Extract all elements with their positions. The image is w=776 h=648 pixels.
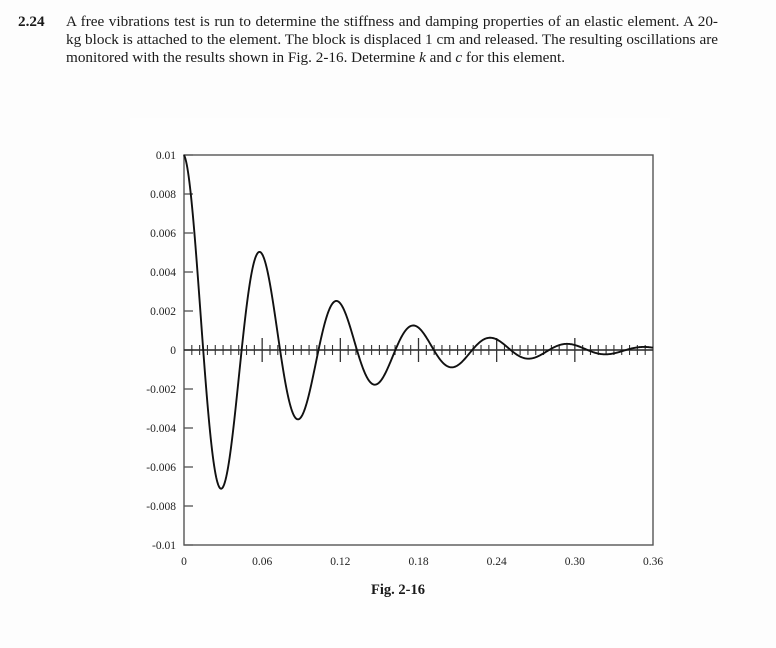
- problem-statement: 2.24 A free vibrations test is run to de…: [18, 13, 718, 67]
- figure-area: [130, 118, 670, 648]
- zero-time-axis: [184, 338, 653, 362]
- y-tick-label: -0.01: [152, 540, 176, 552]
- y-axis-ticks: 0.01 0.008 0.006 0.004 0.002 0 -0.002 -0.004 -0.…: [146, 150, 193, 552]
- x-tick-label: 0.18: [408, 556, 428, 568]
- x-tick-label: 0.30: [565, 556, 585, 568]
- x-tick-label: 0: [181, 556, 187, 568]
- x-tick-label: 0.12: [330, 556, 350, 568]
- problem-text: A free vibrations test is run to determi…: [66, 13, 718, 66]
- problem-number: 2.24: [18, 13, 45, 30]
- x-axis-ticks: 0 0.06 0.12 0.18 0.24 0.30 0.36: [181, 556, 663, 568]
- variable-k: k: [419, 49, 426, 66]
- x-tick-label: 0.06: [252, 556, 272, 568]
- figure-caption: Fig. 2-16: [371, 582, 425, 598]
- y-tick-label: 0: [170, 345, 176, 357]
- y-tick-label: 0.006: [150, 228, 176, 240]
- x-tick-label: 0.36: [643, 556, 663, 568]
- x-tick-label: 0.24: [487, 556, 507, 568]
- variable-c: c: [455, 49, 463, 66]
- y-tick-label: 0.004: [150, 267, 176, 279]
- y-tick-label: 0.002: [150, 306, 176, 318]
- y-tick-label: -0.006: [146, 462, 176, 474]
- displacement-curve: [183, 154, 654, 490]
- y-tick-label: -0.008: [146, 501, 176, 513]
- y-tick-label: -0.002: [146, 384, 176, 396]
- y-tick-label: -0.004: [146, 423, 176, 435]
- y-tick-label: 0.008: [150, 189, 176, 201]
- y-tick-label: 0.01: [156, 150, 176, 162]
